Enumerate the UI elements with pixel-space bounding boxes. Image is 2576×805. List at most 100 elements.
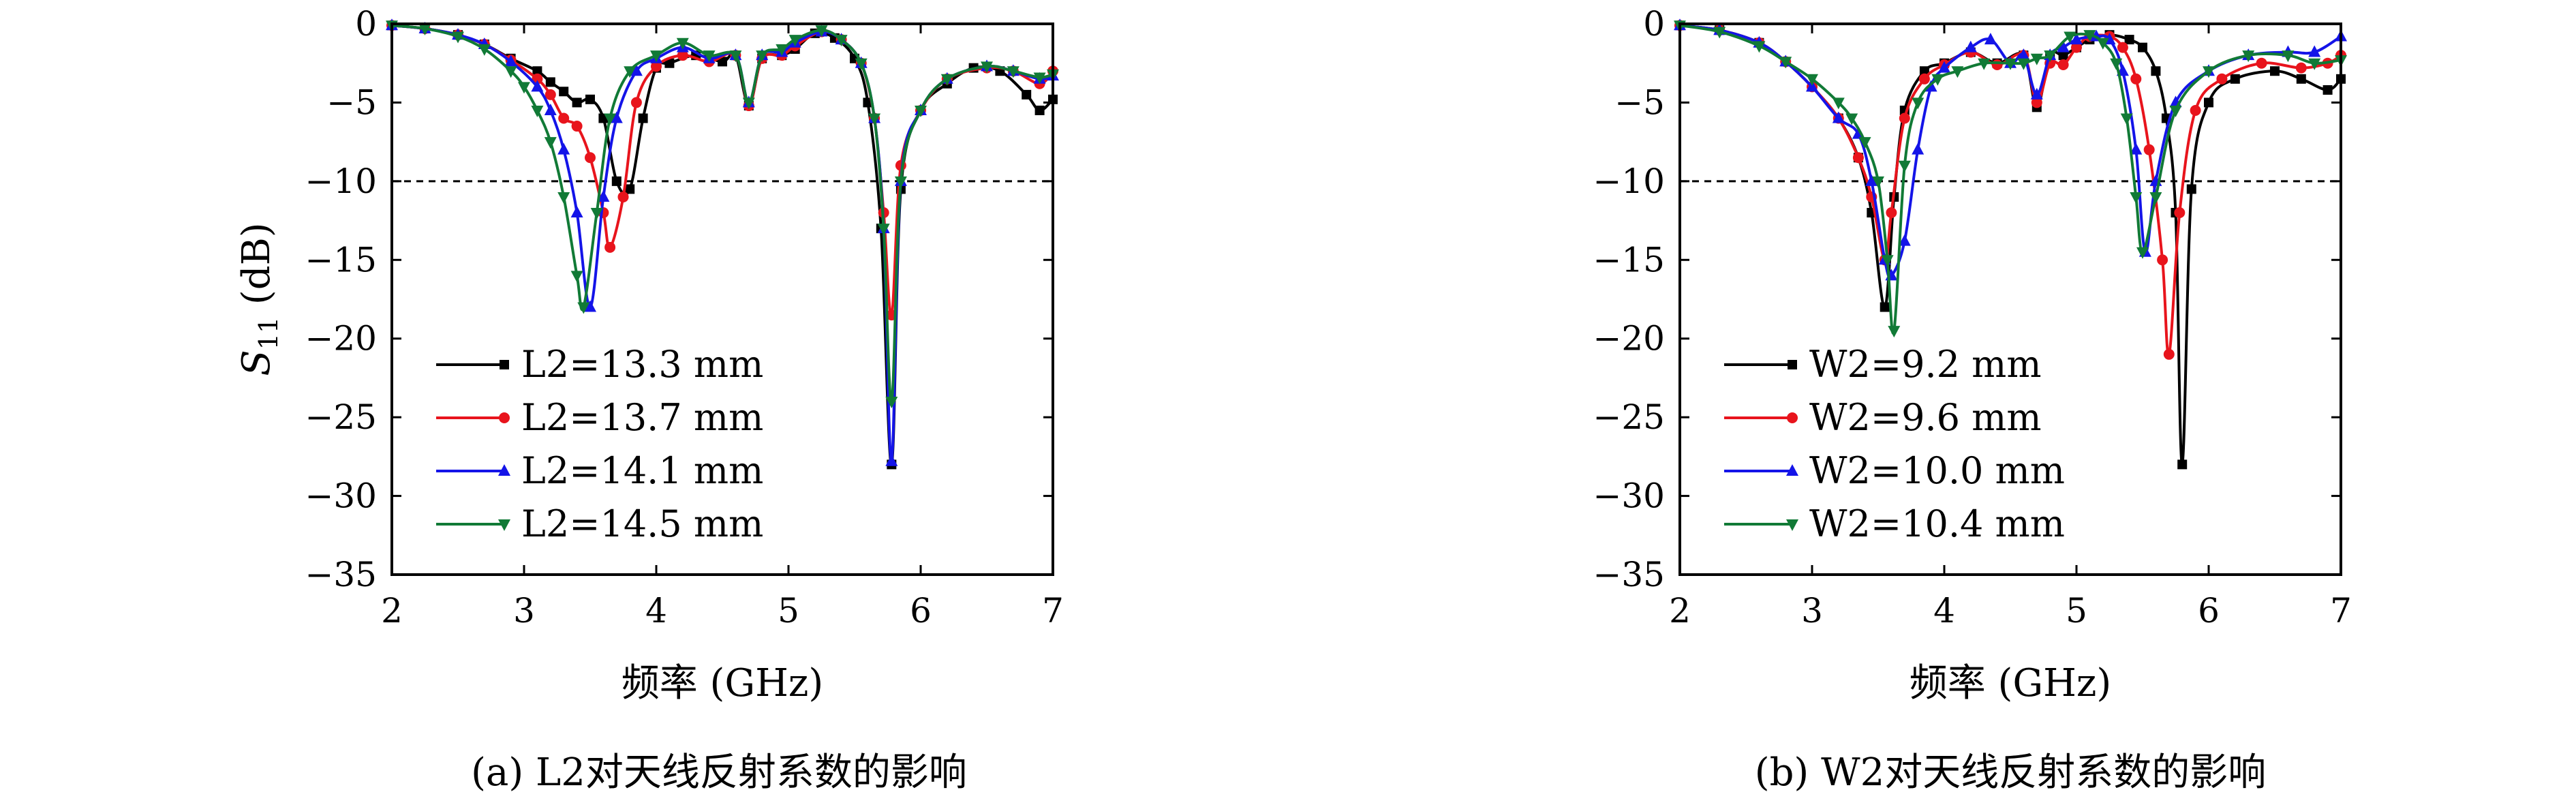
x-tick-label: 4 <box>1933 591 1955 631</box>
y-tick-label: −25 <box>305 397 377 437</box>
data-point <box>2057 59 2069 71</box>
data-point <box>676 37 689 50</box>
plot-frame <box>390 22 1054 576</box>
data-point <box>604 113 617 125</box>
y-tick-label: −15 <box>1593 240 1665 279</box>
data-point <box>1888 326 1901 338</box>
data-point <box>1022 89 1032 100</box>
x-tick-label: 7 <box>1042 591 1064 631</box>
data-point <box>1872 176 1884 188</box>
data-point <box>1978 58 1991 70</box>
data-point <box>2031 97 2042 108</box>
data-point <box>1912 142 1925 155</box>
legend-label: L2=13.7 mm <box>521 396 763 439</box>
data-point <box>2204 97 2213 108</box>
data-point <box>718 57 727 67</box>
x-tick-label: 6 <box>2198 591 2220 631</box>
data-point <box>2130 73 2142 85</box>
data-point <box>544 103 557 115</box>
legend-item: L2=13.3 mm <box>436 343 763 386</box>
data-point <box>544 137 557 149</box>
data-point <box>1034 105 1045 115</box>
data-point <box>1845 113 1858 125</box>
x-tick-label: 3 <box>1801 591 1823 631</box>
data-point <box>590 208 603 220</box>
data-point <box>855 58 868 70</box>
data-point <box>2322 85 2333 95</box>
legend-label: W2=9.2 mm <box>1809 343 2042 386</box>
data-point <box>1832 97 1845 110</box>
data-point <box>2138 42 2147 52</box>
data-point <box>559 87 569 97</box>
legend-item: L2=13.7 mm <box>436 396 763 439</box>
data-point <box>638 113 648 123</box>
legend-item: L2=14.1 mm <box>436 449 763 492</box>
data-point <box>2058 50 2068 61</box>
data-point <box>2017 48 2030 61</box>
y-tick-label: −30 <box>305 476 377 516</box>
data-point <box>2004 58 2017 70</box>
x-axis-label: 频率 (GHz) <box>622 661 824 705</box>
legend-item: W2=10.4 mm <box>1724 502 2065 545</box>
y-tick-label: −20 <box>305 319 377 359</box>
data-point <box>558 112 570 124</box>
data-point <box>2230 74 2240 84</box>
data-point <box>504 66 517 78</box>
legend: W2=9.2 mm W2=9.6 mm W2=10.0 mm W2=10.4 mm <box>1724 343 2065 545</box>
legend-label: L2=13.3 mm <box>521 343 763 386</box>
x-tick-label: 6 <box>910 591 932 631</box>
data-point <box>1832 111 1845 123</box>
data-point <box>703 50 716 63</box>
y-axis-label-symbol: S <box>234 350 279 376</box>
data-point <box>1881 255 1894 267</box>
data-point <box>1033 72 1046 85</box>
legend-swatch-marker <box>1786 519 1798 531</box>
data-point <box>597 189 610 202</box>
data-point <box>815 25 828 37</box>
data-point <box>1880 302 1890 312</box>
data-point <box>2083 30 2096 42</box>
data-point <box>2057 40 2070 52</box>
data-point <box>677 50 688 61</box>
chart-panel-a: 2 3 4 5 6 7 0 −5 −10 −15 −20 −25 −30 −35 频率 (GHz) S11 (… <box>234 4 1064 795</box>
data-point <box>1964 40 1977 52</box>
legend-item: W2=9.6 mm <box>1724 396 2042 439</box>
data-point <box>531 80 544 92</box>
data-point <box>504 55 517 67</box>
data-point <box>1931 74 1944 86</box>
data-point <box>2149 192 2162 204</box>
data-point <box>2151 66 2161 76</box>
data-point <box>1753 41 1766 53</box>
legend-swatch-marker <box>499 412 510 423</box>
data-point <box>1991 59 2003 71</box>
y-tick-label: −5 <box>326 82 377 122</box>
chart-panel-b: 2 3 4 5 6 7 0 −5 −10 −15 −20 −25 −30 −35 频率 (GHz) W2=9.… <box>1593 4 2351 795</box>
data-point <box>651 61 662 72</box>
data-point <box>585 94 595 104</box>
data-point <box>2296 74 2306 84</box>
legend-item: W2=10.0 mm <box>1724 449 2065 492</box>
data-point <box>584 300 596 312</box>
series-2 <box>1674 20 2346 360</box>
y-tick-label: −25 <box>1593 397 1665 437</box>
subfigure-caption: (a) L2对天线反射系数的影响 <box>471 750 967 795</box>
x-tick-label: 4 <box>645 591 667 631</box>
data-point <box>877 224 890 236</box>
legend-swatch-marker <box>1786 464 1798 476</box>
data-point <box>625 184 635 194</box>
x-tick-label: 5 <box>778 591 799 631</box>
y-axis-label-unit: (dB) <box>234 222 279 317</box>
data-point <box>835 35 848 47</box>
data-point <box>2130 142 2143 155</box>
legend-item: L2=14.5 mm <box>436 502 763 545</box>
data-point <box>1806 74 1818 86</box>
data-point <box>2270 66 2280 76</box>
data-point <box>604 241 616 253</box>
y-tick-label: −30 <box>1593 476 1665 516</box>
data-point <box>585 152 596 164</box>
data-point <box>1984 33 1997 45</box>
data-point <box>2177 459 2188 470</box>
data-point <box>2071 42 2082 53</box>
data-point <box>1858 137 1871 149</box>
